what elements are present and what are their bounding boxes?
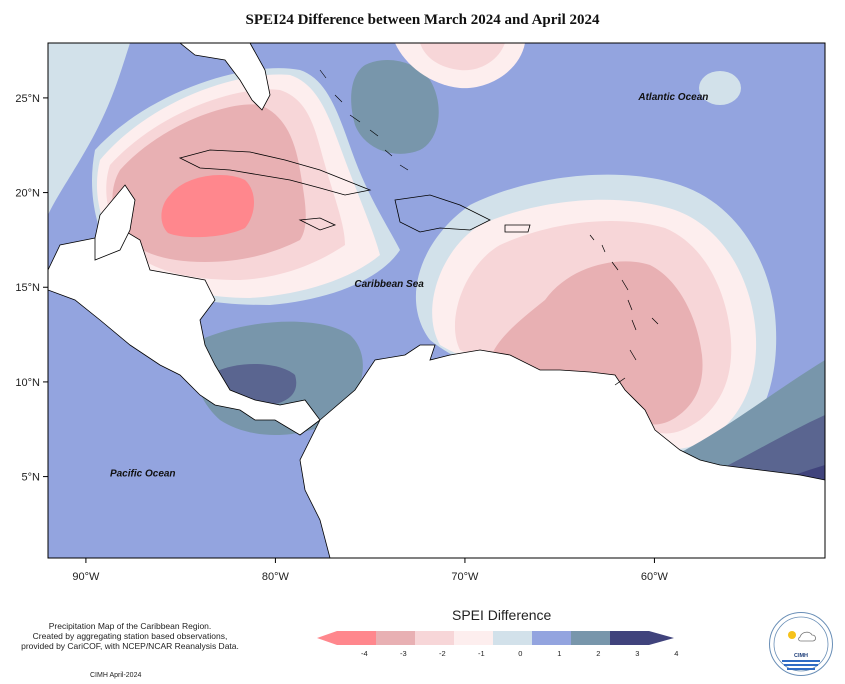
footnote: Precipitation Map of the Caribbean Regio…: [10, 621, 250, 651]
legend-tick-label: -3: [400, 649, 407, 658]
footnote-line-2: Created by aggregating station based obs…: [32, 631, 228, 641]
contour-neg3-neg2-lesser: [490, 261, 703, 425]
place-label-pacific: Pacific Ocean: [110, 469, 176, 480]
place-label-caribbean: Caribbean Sea: [354, 279, 424, 290]
legend-title: SPEI Difference: [452, 607, 552, 623]
contour-negative-north-core: [420, 43, 505, 71]
lon-tick-label: 90°W: [72, 571, 100, 583]
legend-tick-label: -4: [361, 649, 368, 658]
color-legend: -4 -3 -2 -1 0 1 2 3 4: [317, 631, 678, 658]
legend-tick-label: 2: [596, 649, 600, 658]
contour-neg4-neg3: [161, 175, 255, 238]
legend-tick-label: -1: [478, 649, 485, 658]
logo-text: CIMH: [793, 653, 809, 659]
legend-swatch: [317, 631, 376, 645]
spei-field: [48, 43, 825, 558]
contour-positive-bahamas: [351, 60, 439, 154]
legend-swatch: [415, 631, 454, 645]
legend-swatch: [454, 631, 493, 645]
legend-swatch: [610, 631, 674, 645]
map-frame: [47, 42, 826, 559]
lat-tick-label: 5°N: [22, 472, 41, 484]
footnote-line-3: provided by CariCOF, with NCEP/NCAR Rean…: [21, 641, 239, 651]
lat-tick-label: 15°N: [15, 282, 40, 294]
contour-zero-one-atlantic: [699, 71, 741, 105]
credit-line: CIMH April-2024: [90, 672, 142, 679]
sun-icon: [788, 631, 796, 639]
landmass-south-america: [299, 344, 825, 558]
legend-swatch: [571, 631, 610, 645]
place-label-atlantic: Atlantic Ocean: [637, 92, 708, 103]
landmass-florida: [179, 43, 271, 111]
islands-lesser-antilles: [589, 234, 659, 386]
lon-tick-label: 60°W: [641, 571, 669, 583]
legend-tick-label: 3: [635, 649, 639, 658]
legend-tick-label: -2: [439, 649, 446, 658]
landmass-jamaica: [298, 217, 337, 231]
legend-swatch: [493, 631, 532, 645]
lon-tick-label: 70°W: [451, 571, 479, 583]
cimh-logo: CIMH: [769, 612, 833, 676]
legend-tick-label: 0: [518, 649, 522, 658]
legend-tick-label: 1: [557, 649, 561, 658]
place-labels: Atlantic Ocean Caribbean Sea Pacific Ocean: [110, 92, 708, 480]
legend-tick-label: 4: [674, 649, 678, 658]
lat-tick-label: 20°N: [15, 188, 40, 200]
contour-0-1-north: [48, 43, 130, 215]
legend-swatch: [376, 631, 415, 645]
cloud-icon: [798, 631, 816, 642]
legend-swatch: [532, 631, 571, 645]
map-title: SPEI24 Difference between March 2024 and…: [245, 12, 600, 28]
landmass-puerto-rico: [504, 224, 531, 233]
logo-emblem: [773, 616, 829, 672]
islands-bahamas: [319, 69, 409, 171]
lat-tick-label: 25°N: [15, 93, 40, 105]
landmass-central-america: [48, 224, 321, 436]
landmass-yucatan-edge: [94, 184, 136, 261]
footnote-line-1: Precipitation Map of the Caribbean Regio…: [48, 621, 212, 631]
waves-icon: [782, 660, 820, 670]
axis-ticks: 25°N 20°N 15°N 10°N 5°N 90°W 80°W 70°W 60°W: [15, 93, 668, 583]
lon-tick-label: 80°W: [262, 571, 290, 583]
lat-tick-label: 10°N: [15, 377, 40, 389]
landmass-hispaniola: [394, 194, 491, 233]
landmass-cuba: [178, 149, 372, 196]
